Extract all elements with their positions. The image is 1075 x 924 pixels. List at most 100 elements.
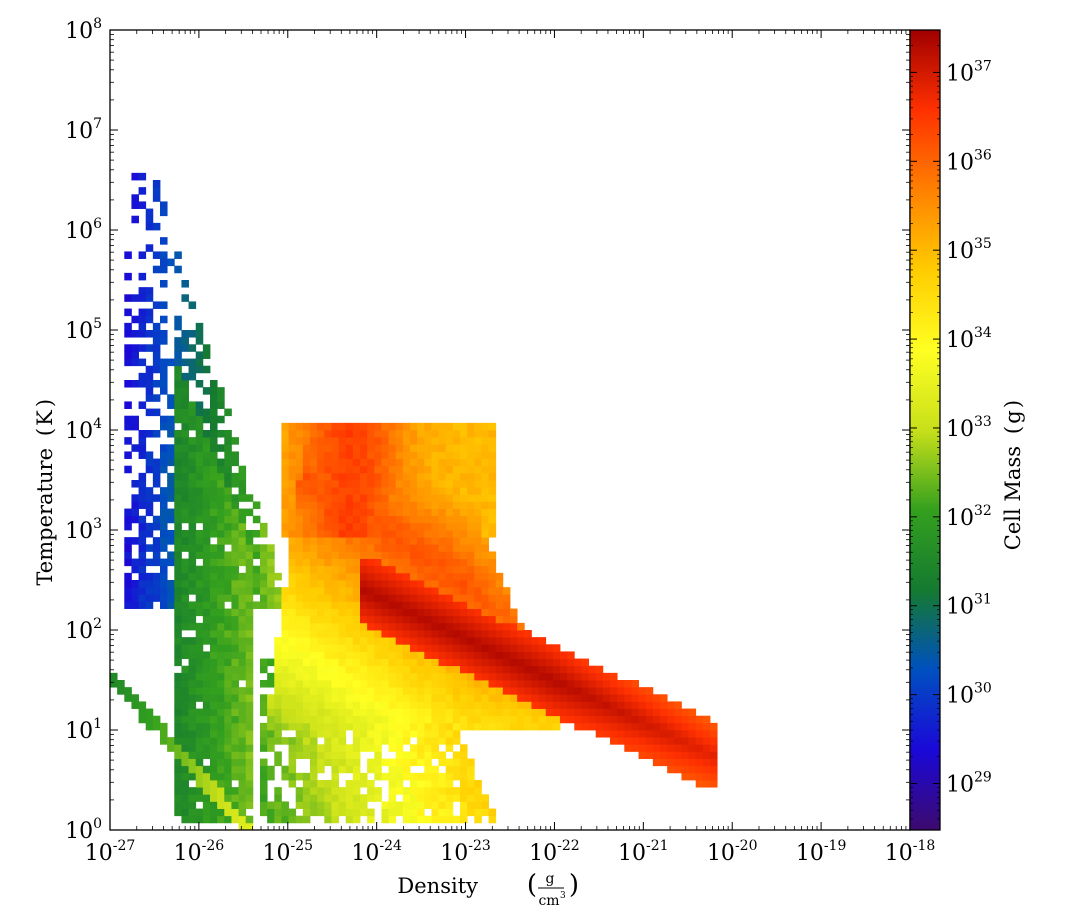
heatmap-cell [288,587,297,595]
heatmap-cell [431,744,439,752]
heatmap-cell [588,701,597,709]
heatmap-cell [138,251,147,259]
heatmap-cell [452,694,461,702]
heatmap-cell [302,630,311,638]
heatmap-cell [317,494,325,502]
heatmap-cell [231,608,239,617]
heatmap-cell [317,722,325,731]
heatmap-cell [481,708,489,717]
heatmap-cell [538,665,547,674]
heatmap-cell [310,658,318,667]
heatmap-cell [381,508,389,517]
heatmap-cell [460,458,468,467]
heatmap-cell [260,601,268,609]
heatmap-cell [552,694,561,702]
heatmap-cell [202,572,211,581]
heatmap-cell [474,708,482,717]
y-tick-label: 104 [65,416,102,444]
x-tick-label: 10-26 [174,838,225,866]
heatmap-cell [310,637,318,645]
heatmap-cell [488,701,497,709]
heatmap-cell [374,608,382,617]
heatmap-cell [388,680,397,688]
heatmap-cell [552,722,561,731]
heatmap-cell [502,622,511,631]
heatmap-cell [360,515,368,524]
heatmap-cell [438,815,447,824]
heatmap-cell [410,665,418,674]
heatmap-cell [424,687,432,695]
heatmap-cell [645,708,654,717]
heatmap-cell [374,680,382,688]
heatmap-cell [338,487,347,495]
heatmap-cell [138,380,147,388]
heatmap-cell [195,365,204,374]
heatmap-cell [210,708,218,717]
heatmap-cell [602,687,611,695]
heatmap-cell [481,551,489,559]
heatmap-cell [174,451,182,459]
heatmap-cell [517,708,525,717]
heatmap-cell [531,672,539,681]
heatmap-cell [131,201,139,209]
heatmap-cell [274,794,282,802]
heatmap-cell [367,558,375,567]
heatmap-cell [452,637,461,645]
heatmap-cell [488,444,497,452]
heatmap-cell [188,330,197,338]
heatmap-cell [281,694,289,702]
heatmap-cell [488,665,497,674]
heatmap-cell [324,587,332,595]
heatmap-cell [495,694,504,702]
heatmap-cell [338,565,347,574]
heatmap-cell [460,801,468,809]
heatmap-cell [210,715,218,724]
heatmap-cell [310,758,318,767]
heatmap-cell [324,744,332,752]
heatmap-cell [281,458,289,467]
heatmap-cell [667,737,675,745]
heatmap-cell [131,587,139,595]
heatmap-cell [224,487,232,495]
heatmap-cell [552,701,561,709]
heatmap-cell [138,451,147,459]
heatmap-cell [345,680,354,688]
heatmap-cell [160,372,168,381]
heatmap-cell [302,808,311,817]
heatmap-cell [281,480,289,488]
heatmap-cell [424,587,432,595]
heatmap-cell [538,644,547,652]
y-axis-label: Temperature [33,448,57,586]
heatmap-cell [338,422,347,431]
heatmap-cell [467,508,475,517]
heatmap-cell [288,722,297,731]
heatmap-cell [374,758,382,767]
heatmap-cell [388,608,397,617]
heatmap-cell [674,751,682,759]
heatmap-cell [188,744,197,752]
heatmap-cell [224,680,232,688]
heatmap-cell [367,630,375,638]
heatmap-cell [488,515,497,524]
heatmap-cell [338,651,347,659]
heatmap-cell [495,651,504,659]
heatmap-cell [352,744,361,752]
heatmap-cell [402,601,411,609]
heatmap-cell [367,430,375,438]
heatmap-cell [174,472,182,481]
heatmap-cell [652,737,661,745]
heatmap-cell [660,722,668,731]
heatmap-cell [352,444,361,452]
heatmap-cell [317,651,325,659]
heatmap-cell [281,501,289,509]
heatmap-cell [317,780,325,788]
heatmap-cell [274,730,282,738]
heatmap-cell [231,637,239,645]
heatmap-cell [488,715,497,724]
heatmap-cell [417,515,425,524]
heatmap-cell [224,515,232,524]
heatmap-cell [474,422,482,431]
heatmap-cell [324,622,332,631]
heatmap-cell [438,594,447,602]
heatmap-cell [388,815,397,824]
